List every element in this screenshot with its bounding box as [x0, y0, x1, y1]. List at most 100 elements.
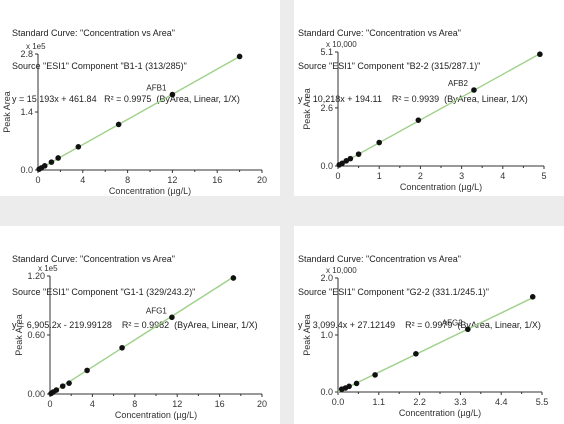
vertical-divider [280, 0, 294, 424]
data-point [59, 383, 66, 389]
header-equation: y = 10,218x + 194.11 R² = 0.9939 (ByArea… [298, 94, 528, 104]
chart-panel-afb2: Standard Curve: "Concentration vs Area" … [294, 0, 564, 196]
x-tick-label: 4.4 [495, 397, 508, 407]
chart-afb1: x 1e5 0.0 1.4 2.8 0 4 8 12 16 20 Concentration (µg… [2, 42, 267, 196]
y-tick-label: 2.0 [320, 273, 333, 283]
y-tick-label: 2.6 [320, 103, 333, 113]
data-point [169, 91, 176, 98]
y-axis-label: Peak Area [14, 314, 24, 356]
data-point [115, 121, 122, 128]
data-point [119, 344, 125, 351]
x-tick-label: 8 [125, 175, 130, 185]
regression-line [337, 53, 541, 167]
regression-line [337, 296, 535, 393]
panel-header: Standard Curve: "Concentration vs Area" … [12, 6, 240, 127]
x-tick-label: 5.5 [536, 397, 549, 407]
x-axis-label: Concentration (µg/L) [400, 182, 482, 192]
y-tick-label: 0.00 [27, 389, 45, 399]
data-point [465, 326, 471, 333]
series-annotation: AFB2 [448, 79, 469, 88]
series-annotation: AFB1 [146, 84, 167, 93]
data-point [471, 87, 477, 93]
x-tick-label: 0.0 [332, 397, 345, 407]
x-tick-label: 4 [90, 399, 95, 409]
y-multiplier-label: x 1e5 [38, 264, 58, 273]
header-equation: y = 15,193x + 461.84 R² = 0.9975 (ByArea… [12, 94, 240, 104]
data-point [529, 294, 536, 300]
chart-panel-afb1: Standard Curve: "Concentration vs Area" … [0, 0, 280, 196]
data-point [376, 139, 382, 146]
x-tick-label: 0 [47, 399, 52, 409]
x-tick-label: 12 [167, 175, 177, 185]
data-point [353, 380, 360, 387]
x-tick-label: 12 [172, 399, 182, 409]
x-tick-label: 0 [335, 171, 340, 181]
data-point [169, 314, 175, 321]
y-tick-label: 0.0 [20, 165, 33, 175]
x-axis-label: Concentration (µg/L) [399, 408, 481, 418]
regression-line [37, 55, 240, 171]
chart-afg1: x 1e5 0.00 0.60 1.20 0 4 8 12 16 20 Concentration … [14, 264, 267, 420]
data-point [66, 380, 72, 386]
x-tick-label: 8 [132, 399, 137, 409]
series-annotation: AFG1 [146, 306, 167, 315]
chart-afg2: x 10,000 0.0 1.0 2.0 0.0 1.1 2.2 3.3 4.4 5.5 Conce… [302, 266, 549, 418]
x-tick-label: 5 [541, 171, 546, 181]
data-point [339, 160, 345, 167]
chart-panel-afg1: Standard Curve: "Concentration vs Area" … [0, 226, 280, 424]
x-tick-label: 4 [80, 175, 85, 185]
header-title: Standard Curve: "Concentration vs Area" [12, 28, 175, 38]
data-point [55, 155, 61, 161]
panel-header: Standard Curve: "Concentration vs Area" … [298, 6, 528, 127]
chart-afb2: x 10,000 0.0 2.6 5.1 0 1 2 3 4 5 Concentration (µg… [302, 40, 547, 192]
header-equation: y = 6,905.2x - 219.99128 R² = 0.9982 (By… [12, 320, 258, 330]
x-tick-label: 1.1 [373, 397, 386, 407]
header-source: Source "ESI1" Component "B2-2 (315/287.1… [298, 61, 481, 71]
y-multiplier-label: x 10,000 [326, 40, 357, 49]
data-point [41, 163, 48, 169]
header-title: Standard Curve: "Concentration vs Area" [298, 28, 461, 38]
x-tick-label: 20 [257, 175, 267, 185]
panel-header: Standard Curve: "Concentration vs Area" … [12, 232, 258, 353]
x-tick-label: 0 [35, 175, 40, 185]
data-point [84, 367, 90, 374]
data-point [343, 158, 350, 164]
data-point [347, 155, 354, 162]
x-tick-label: 4 [500, 171, 505, 181]
y-tick-label: 2.8 [20, 49, 33, 59]
header-source: Source "ESI1" Component "G2-2 (331.1/245… [298, 287, 489, 297]
y-tick-label: 0.0 [320, 387, 333, 397]
y-tick-label: 5.1 [320, 47, 333, 57]
x-tick-label: 2.2 [413, 397, 426, 407]
data-point [372, 372, 378, 378]
data-point [413, 351, 419, 357]
y-tick-label: 0.60 [27, 330, 45, 340]
data-point [53, 387, 60, 393]
y-axis-label: Peak Area [2, 91, 12, 133]
header-title: Standard Curve: "Concentration vs Area" [12, 254, 175, 264]
x-tick-label: 3 [459, 171, 464, 181]
regression-line [49, 276, 234, 395]
x-tick-label: 16 [212, 175, 222, 185]
data-point [346, 383, 352, 390]
x-tick-label: 1 [377, 171, 382, 181]
x-tick-label: 16 [215, 399, 225, 409]
data-point [236, 53, 243, 60]
y-tick-label: 1.4 [20, 107, 33, 117]
y-tick-label: 0.0 [320, 161, 333, 171]
x-tick-label: 20 [257, 399, 267, 409]
y-multiplier-label: x 10,000 [326, 266, 357, 275]
x-axis-label: Concentration (µg/L) [115, 410, 197, 420]
header-title: Standard Curve: "Concentration vs Area" [298, 254, 461, 264]
series-annotation: AFG2 [442, 318, 463, 327]
x-axis-label: Concentration (µg/L) [109, 186, 191, 196]
chart-panel-afg2: Standard Curve: "Concentration vs Area" … [294, 226, 564, 424]
header-source: Source "ESI1" Component "B1-1 (313/285)" [12, 61, 187, 71]
data-point [355, 151, 362, 157]
x-tick-label: 2 [418, 171, 423, 181]
y-axis-label: Peak Area [302, 314, 312, 356]
y-tick-label: 1.0 [320, 330, 333, 340]
data-point [230, 275, 237, 281]
x-tick-label: 3.3 [454, 397, 467, 407]
data-point [537, 51, 543, 58]
